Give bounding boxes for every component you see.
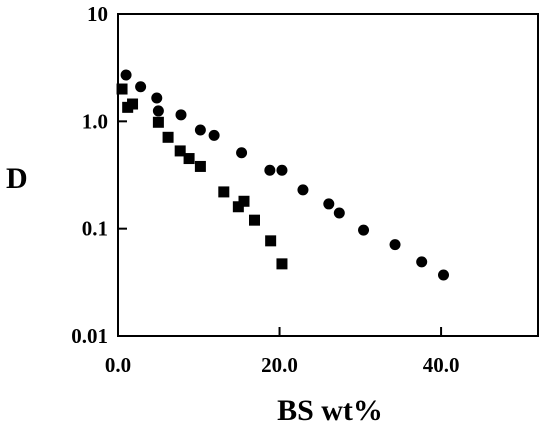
square-point [276, 258, 288, 270]
square-point [162, 131, 174, 143]
circle-point [276, 164, 288, 176]
plot-area [117, 13, 539, 337]
circle-point [416, 256, 428, 268]
square-point [265, 235, 277, 247]
circle-point [120, 69, 132, 81]
circle-point [152, 105, 164, 117]
circle-point [151, 92, 163, 104]
circle-point [175, 109, 187, 121]
x-tick-label: 40.0 [423, 353, 460, 377]
circle-point [323, 198, 335, 210]
circle-point [208, 129, 220, 141]
circle-point [135, 81, 147, 93]
x-axis: 0.0 20.0 40.0 [105, 327, 460, 377]
x-tick-label: 20.0 [261, 353, 298, 377]
x-tick-label: 0.0 [105, 353, 131, 377]
circle-point [264, 164, 276, 176]
circle-point [389, 239, 401, 251]
y-tick-label: 0.1 [82, 217, 108, 241]
circle-point [438, 269, 449, 281]
y-tick-label: 0.01 [71, 324, 108, 348]
square-point [218, 186, 230, 198]
y-axis: 0.01 0.1 1.0 10 [71, 2, 127, 348]
data-points [116, 69, 449, 281]
square-point [194, 160, 206, 172]
square-point [116, 83, 128, 95]
circle-point [194, 124, 206, 136]
square-point [238, 195, 250, 207]
circle-point [236, 147, 248, 159]
x-axis-title: BS wt% [277, 394, 383, 427]
square-point [152, 116, 164, 128]
circle-point [358, 224, 370, 236]
circle-point [297, 184, 309, 196]
square-point [127, 98, 139, 110]
square-point [249, 214, 260, 226]
y-axis-title: D [6, 162, 28, 195]
circle-point [333, 207, 345, 219]
square-point [232, 201, 244, 213]
y-tick-label: 1.0 [82, 109, 108, 133]
y-tick-label: 10 [87, 2, 108, 26]
square-point [174, 145, 186, 157]
square-point [183, 153, 195, 165]
